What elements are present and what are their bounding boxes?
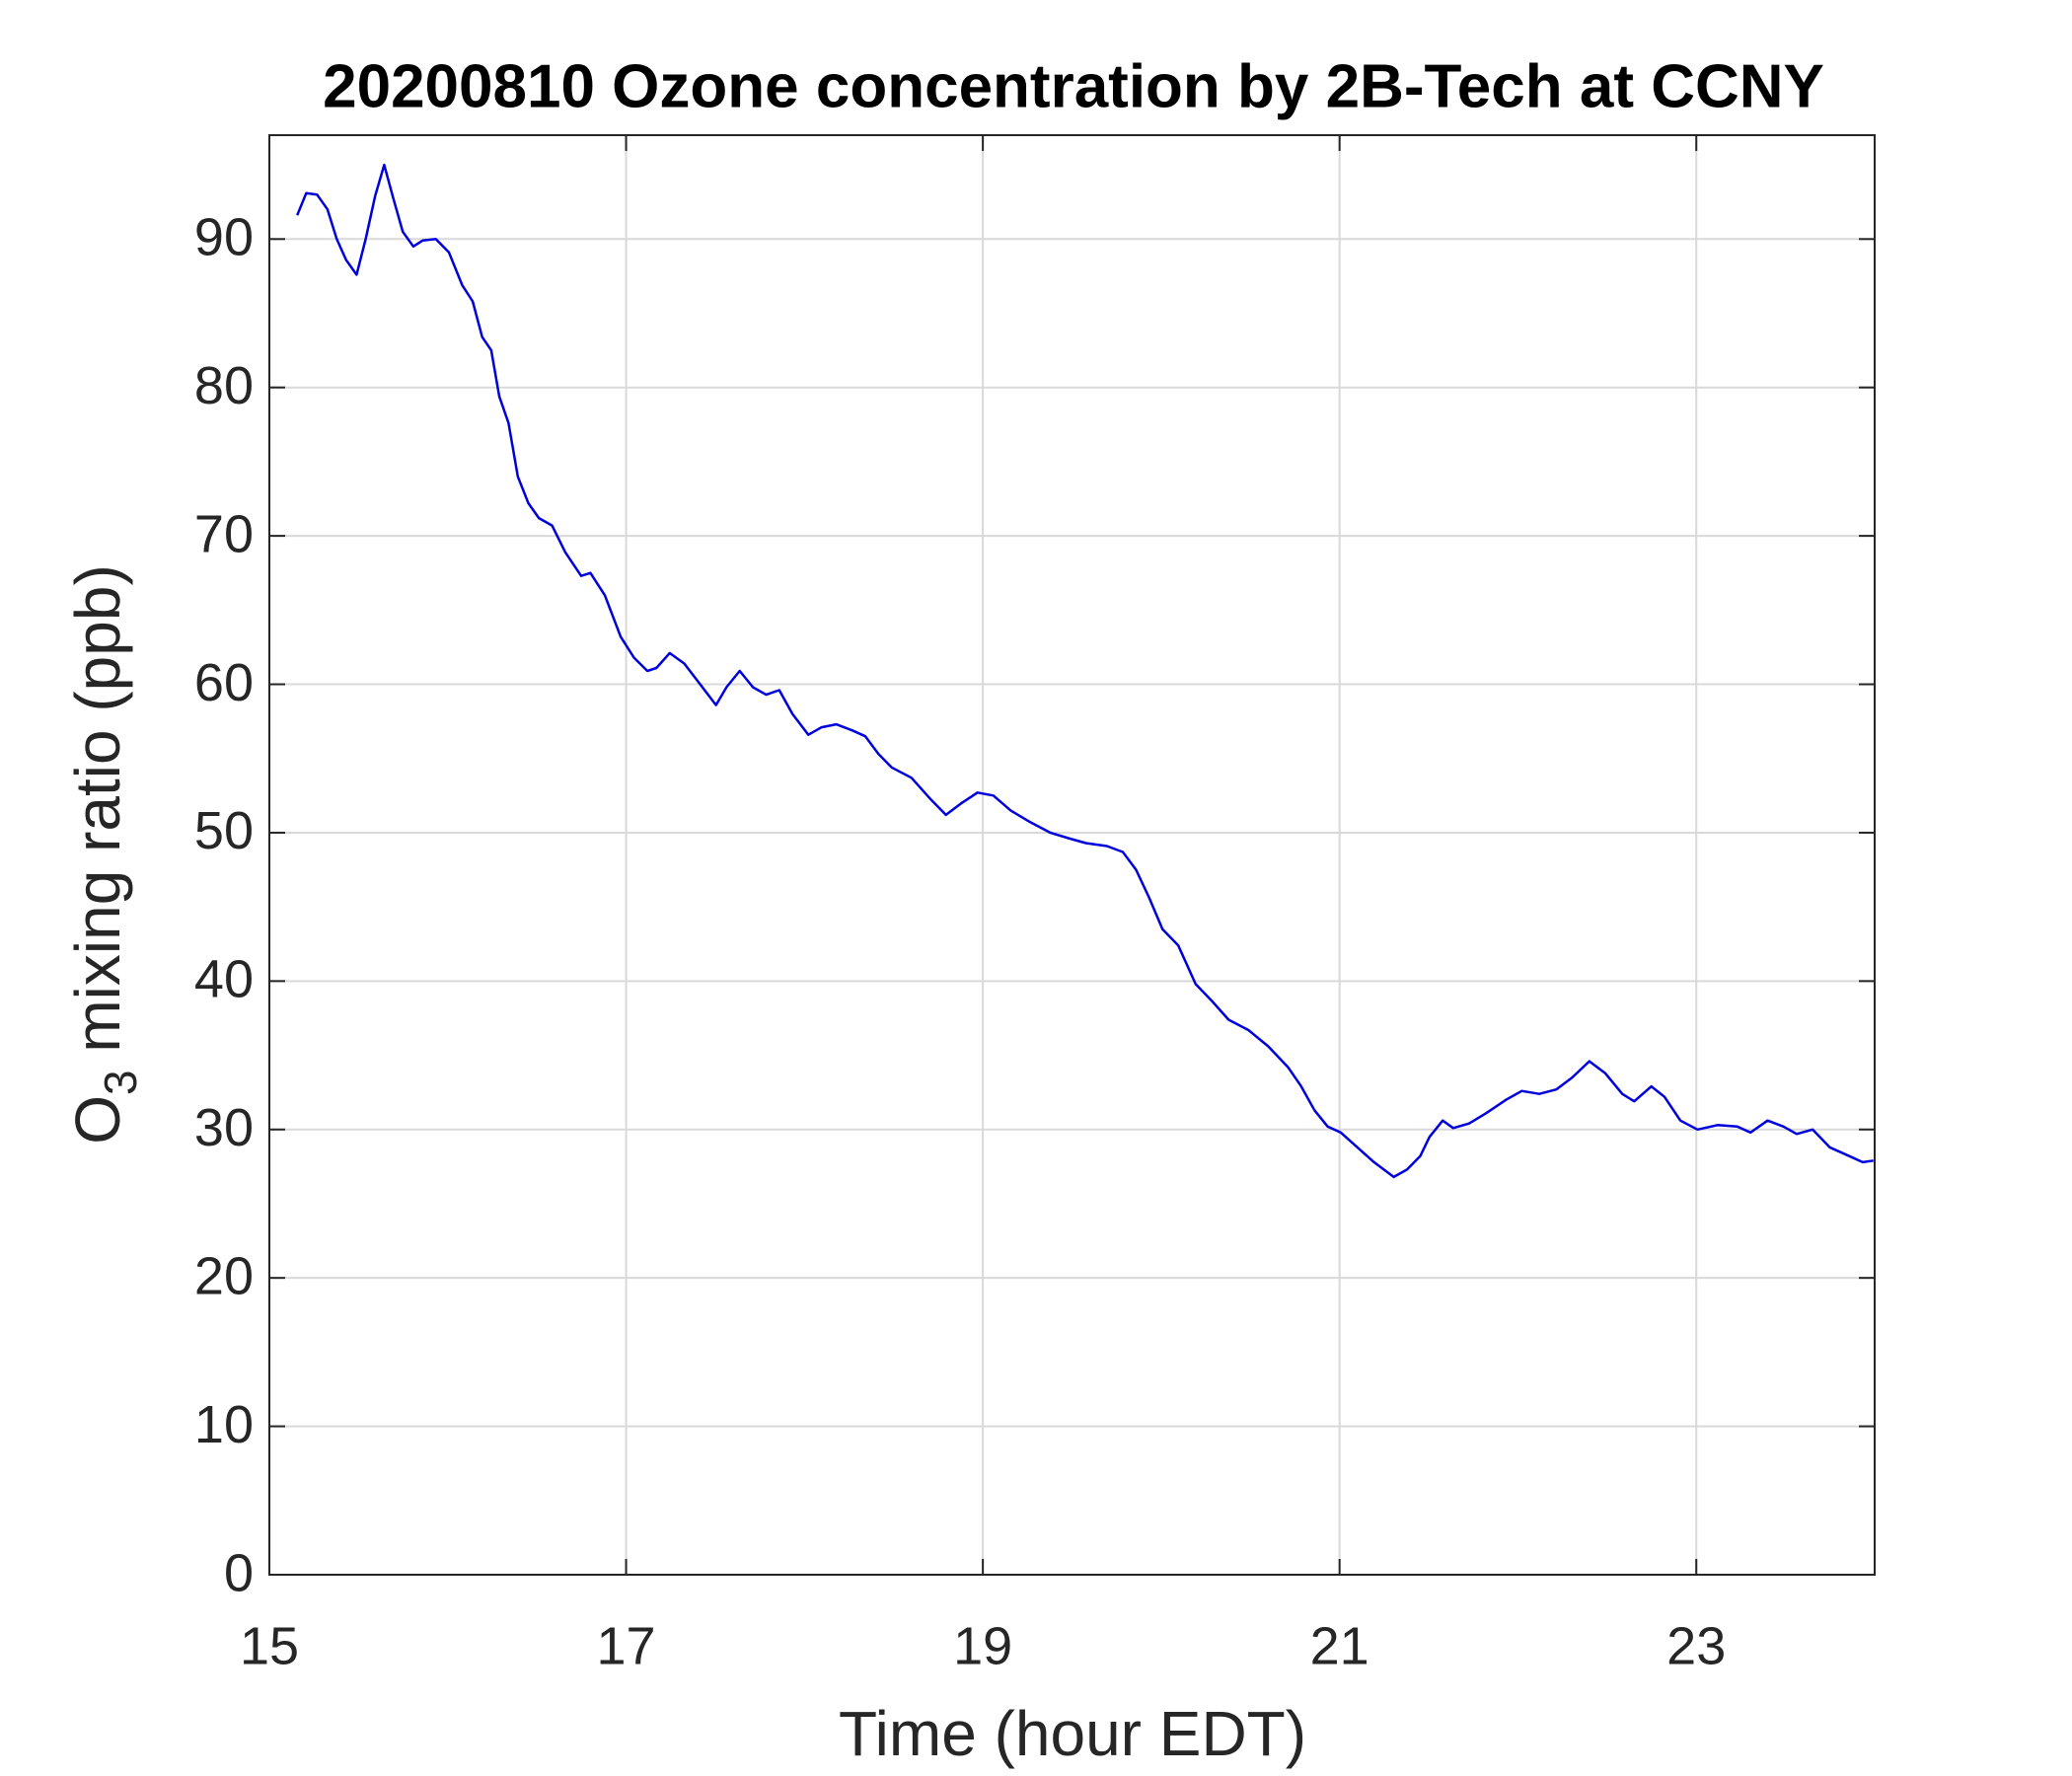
x-tick-label: 17	[597, 1616, 656, 1675]
y-tick-label: 50	[194, 801, 254, 860]
chart-title: 20200810 Ozone concentration by 2B-Tech …	[323, 52, 1824, 120]
y-tick-label: 80	[194, 356, 254, 415]
y-axis-label: O3 mixing ratio (ppb)	[62, 564, 146, 1145]
y-axis-label-part: O	[62, 1095, 133, 1145]
x-axis-label: Time (hour EDT)	[839, 1698, 1306, 1769]
y-tick-label: 10	[194, 1395, 254, 1454]
y-tick-label: 20	[194, 1246, 254, 1305]
y-tick-label: 60	[194, 653, 254, 712]
y-tick-label: 70	[194, 504, 254, 563]
x-tick-label: 21	[1310, 1616, 1369, 1675]
y-tick-label: 0	[224, 1543, 254, 1602]
plot-frame	[268, 134, 1876, 1576]
y-axis-label-part: mixing ratio (ppb)	[62, 564, 133, 1070]
y-axis-label-sub: 3	[95, 1070, 146, 1095]
x-tick-label: 15	[240, 1616, 299, 1675]
y-tick-label: 30	[194, 1098, 254, 1157]
data-line	[296, 163, 1874, 1179]
x-tick-label: 23	[1666, 1616, 1726, 1675]
x-tick-label: 19	[953, 1616, 1012, 1675]
y-tick-label: 90	[194, 208, 254, 267]
y-tick-label: 40	[194, 950, 254, 1009]
